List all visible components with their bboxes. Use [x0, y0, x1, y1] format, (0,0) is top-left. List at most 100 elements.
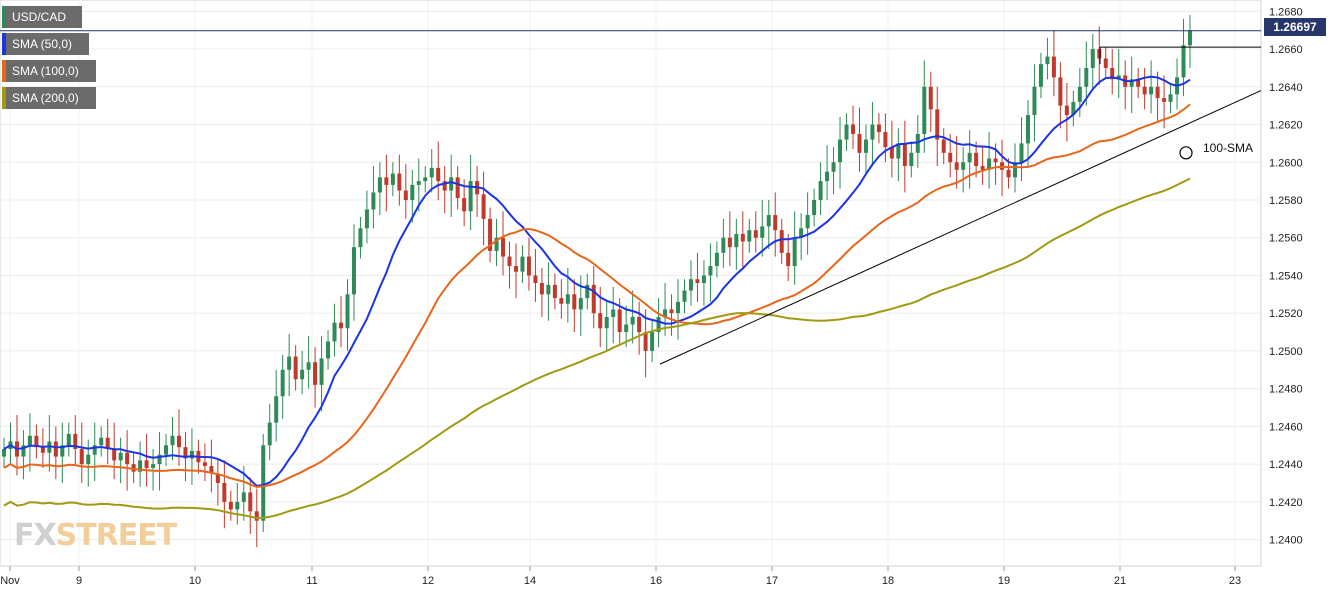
candle-body — [552, 284, 557, 299]
y-tick-label: 1.2500 — [1269, 346, 1303, 358]
candle-body — [663, 309, 668, 317]
candle-body — [682, 290, 687, 302]
candle-body — [384, 177, 389, 185]
candle-body — [753, 230, 758, 238]
candle-body — [526, 256, 531, 276]
legend-sma50[interactable]: SMA (50,0) — [2, 33, 89, 55]
candle-body — [144, 460, 149, 468]
candle-body — [287, 356, 292, 370]
candle-body — [189, 450, 194, 459]
candle-body — [364, 209, 369, 229]
candle-body — [598, 313, 603, 329]
candle-body — [202, 462, 207, 467]
candle-body — [293, 356, 298, 380]
candle-body — [792, 237, 797, 267]
moving-averages — [3, 75, 1191, 520]
candle-body — [747, 230, 752, 242]
y-tick-label: 1.2440 — [1269, 459, 1303, 471]
candle-body — [721, 237, 726, 253]
candle-body — [1051, 56, 1056, 78]
candle-body — [993, 158, 998, 163]
candle-body — [630, 316, 635, 325]
y-tick-label: 1.2580 — [1269, 195, 1303, 207]
candle-body — [818, 181, 823, 200]
candle-body — [1149, 86, 1154, 95]
candle-body — [209, 466, 214, 474]
candle-body — [604, 316, 609, 329]
candle-body — [358, 228, 363, 248]
candle-body — [695, 279, 700, 283]
candle-body — [118, 452, 123, 461]
candle-body — [1155, 86, 1160, 99]
candle-body — [954, 162, 959, 170]
candle-body — [1019, 143, 1024, 163]
legend-sma200[interactable]: SMA (200,0) — [2, 87, 96, 109]
trendline — [659, 90, 1262, 365]
candle-body — [40, 447, 45, 453]
x-tick-label: Nov — [0, 575, 20, 587]
candle-body — [125, 452, 130, 465]
candle-body — [241, 492, 246, 502]
candle-body — [1045, 56, 1050, 65]
x-tick-label: 23 — [1229, 575, 1241, 587]
x-tick-label: 14 — [524, 575, 536, 587]
candle-body — [1006, 169, 1011, 178]
candle-body — [1129, 79, 1134, 87]
candle-body — [436, 167, 441, 182]
candle-body — [656, 316, 661, 333]
candle-body — [844, 124, 849, 140]
candle-body — [377, 177, 382, 193]
candle-body — [442, 181, 447, 191]
y-tick-label: 1.2420 — [1269, 497, 1303, 509]
candle-body — [572, 294, 577, 310]
candle-body — [786, 252, 791, 267]
candle-body — [332, 322, 337, 342]
y-tick-label: 1.2520 — [1269, 308, 1303, 320]
candle-body — [27, 435, 32, 446]
symbol-label[interactable]: USD/CAD — [2, 6, 82, 28]
y-tick-label: 1.2480 — [1269, 384, 1303, 396]
candle-body — [1077, 86, 1082, 102]
candle-body — [1071, 101, 1076, 116]
candle-body — [326, 341, 331, 359]
candle-body — [967, 152, 972, 163]
candle-body — [1188, 30, 1192, 46]
candle-body — [138, 460, 143, 472]
candle-body — [1013, 162, 1018, 178]
candle-body — [183, 447, 188, 459]
legend-sma100[interactable]: SMA (100,0) — [2, 60, 96, 82]
candle-body — [928, 86, 933, 110]
candle-body — [390, 173, 395, 185]
candle-body — [850, 124, 855, 134]
candle-body — [876, 124, 881, 133]
candle-body — [980, 166, 985, 170]
candle-body — [766, 215, 771, 227]
candle-body — [1097, 49, 1102, 59]
candle-body — [403, 190, 408, 200]
candle-body — [825, 171, 830, 182]
candle-body — [727, 237, 732, 248]
candle-body — [455, 177, 460, 199]
x-tick-label: 21 — [1114, 575, 1126, 587]
x-tick-label: 18 — [882, 575, 894, 587]
candles — [2, 15, 1192, 548]
sma100-annotation: 100-SMA — [1203, 141, 1254, 155]
candle-body — [591, 284, 596, 314]
candle-body — [546, 284, 551, 295]
candle-body — [300, 369, 305, 380]
candle-body — [578, 298, 583, 310]
candle-body — [313, 362, 318, 385]
candle-body — [254, 511, 259, 521]
candle-body — [53, 441, 58, 457]
x-tick-label: 11 — [306, 575, 317, 587]
sma100-marker — [1179, 146, 1193, 160]
candle-body — [533, 275, 538, 283]
candle-body — [701, 275, 706, 283]
candle-body — [1116, 75, 1121, 80]
candle-body — [416, 181, 421, 185]
candle-body — [896, 143, 901, 159]
candle-body — [1058, 77, 1063, 106]
candle-body — [423, 177, 428, 182]
candle-body — [948, 152, 953, 163]
y-tick-label: 1.2620 — [1269, 120, 1303, 132]
